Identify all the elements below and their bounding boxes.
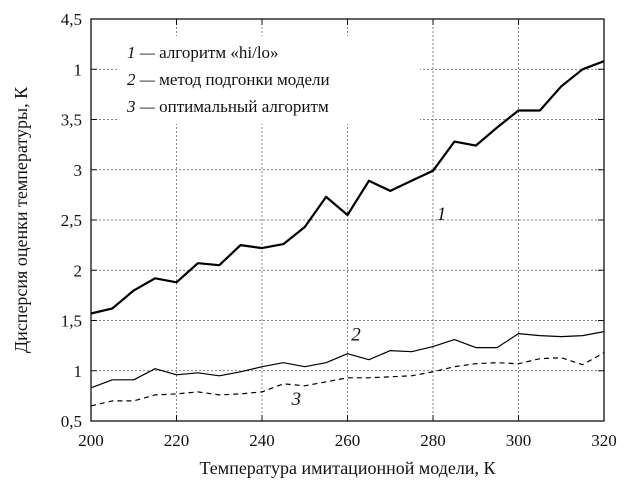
y-tick-label: 3 xyxy=(74,161,83,180)
y-tick-label: 0,5 xyxy=(61,412,82,431)
series-line-2 xyxy=(90,331,605,389)
legend-background xyxy=(118,36,420,124)
curve-label-3: 3 xyxy=(290,389,301,410)
x-tick-label: 320 xyxy=(591,431,617,450)
x-axis-label: Температура имитационной модели, К xyxy=(200,458,497,478)
legend-number: 3 — xyxy=(126,97,159,116)
legend-entry-2: 2 — метод подгонки модели xyxy=(127,70,330,89)
legend-text: метод подгонки модели xyxy=(159,70,329,89)
x-tick-label: 260 xyxy=(335,431,361,450)
y-tick-label: 2,5 xyxy=(61,211,82,230)
legend-text: алгоритм «hi/lo» xyxy=(159,43,278,62)
series-line-1 xyxy=(90,60,605,315)
y-tick-label: 1 xyxy=(74,60,83,79)
y-tick-label: 1 xyxy=(74,362,83,381)
y-tick-label: 3,5 xyxy=(61,111,82,130)
legend-number: 2 — xyxy=(127,70,159,89)
y-axis-label: Дисперсия оценки температуры, К xyxy=(11,86,31,353)
series-line-3 xyxy=(90,352,605,407)
series-lines xyxy=(90,60,605,407)
y-tick-label: 2 xyxy=(74,261,83,280)
legend-entry-1: 1 — алгоритм «hi/lo» xyxy=(127,43,279,62)
legend: 1 — алгоритм «hi/lo»2 — метод подгонки м… xyxy=(118,36,420,124)
x-tick-label: 280 xyxy=(420,431,446,450)
legend-entry-3: 3 — оптимальный алгоритм xyxy=(126,97,329,116)
curve-label-2: 2 xyxy=(351,325,361,346)
curve-labels: 1 2 3 xyxy=(290,204,446,410)
y-tick-label: 1,5 xyxy=(61,312,82,331)
y-tick-label: 4,5 xyxy=(61,10,82,29)
x-tick-label: 240 xyxy=(249,431,275,450)
x-tick-label: 200 xyxy=(78,431,104,450)
axis-ticks: 200 220 240 260 280 300 320 0,5 1 1,5 2 2,5 3 3,5 1 4,5 xyxy=(61,10,617,450)
legend-number: 1 — xyxy=(127,43,159,62)
legend-text: оптимальный алгоритм xyxy=(159,97,329,116)
x-tick-label: 220 xyxy=(164,431,190,450)
x-tick-label: 300 xyxy=(506,431,532,450)
curve-label-1: 1 xyxy=(437,204,447,225)
